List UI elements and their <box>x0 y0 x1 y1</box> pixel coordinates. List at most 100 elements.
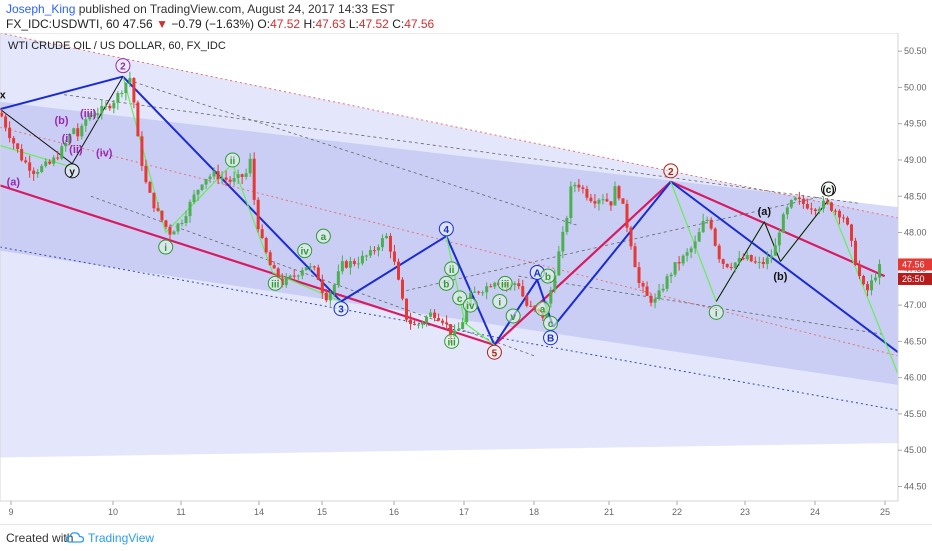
candle-body <box>870 280 874 291</box>
candle-body <box>136 102 140 137</box>
candle-body <box>340 261 344 272</box>
candle-body <box>637 267 641 284</box>
candle-body <box>485 286 489 293</box>
wave-label-circle <box>535 301 551 317</box>
price-chart[interactable]: x(a)(b)(iii)(iv)(i)(ii)y2iiiiiiiva34iibc… <box>0 33 932 524</box>
wave-label: (iii) <box>80 108 97 120</box>
tradingview-link[interactable]: TradingView <box>88 531 155 545</box>
candle-body <box>124 82 128 94</box>
candle-body <box>477 291 481 293</box>
candle-body <box>300 270 304 276</box>
wave-label-circle <box>821 181 837 197</box>
wave-label: iv <box>297 243 313 259</box>
candle-body <box>184 216 188 223</box>
green-subwave-line <box>464 322 495 346</box>
price-axis[interactable]: 50.5050.0049.5049.0048.5048.0047.5047.00… <box>898 46 932 491</box>
wave-label: (iv) <box>96 148 113 160</box>
candle-body <box>320 279 324 293</box>
wave-label-text: 3 <box>338 305 344 316</box>
candle-body <box>665 276 669 289</box>
candle-body <box>192 194 196 203</box>
candle-body <box>104 105 108 107</box>
wave-label-text: i <box>498 297 501 308</box>
blue-wave-line <box>670 180 899 354</box>
candle-body <box>513 283 517 286</box>
wave-label-circle <box>158 239 174 255</box>
candle-body <box>24 160 28 163</box>
candle-body <box>260 229 264 239</box>
wave-label-circle <box>297 243 313 259</box>
candle-body <box>733 262 737 268</box>
candle-body <box>805 203 809 209</box>
candle-body <box>549 290 553 304</box>
candle-body <box>272 265 276 269</box>
candle-body <box>589 197 593 202</box>
wave-label: x <box>0 90 7 102</box>
red-trend-line <box>0 184 495 347</box>
time-axis[interactable]: 9 10 11 14 15 16 17 18 21 22 23 24 25 <box>8 501 890 517</box>
y-tick-label: 46.50 <box>904 336 927 346</box>
y-tick-label: 45.50 <box>904 409 927 419</box>
candle-body <box>825 200 829 203</box>
wave-label: (b) <box>773 271 787 283</box>
wave-label-text: 5 <box>492 348 498 359</box>
candle-body <box>573 184 577 187</box>
y-tick-label: 49.00 <box>904 155 927 165</box>
candle-body <box>533 305 537 309</box>
candle-body <box>429 312 433 317</box>
wave-label-circle <box>543 330 559 346</box>
wave-label-text: (iv) <box>96 148 113 160</box>
wave-label-circle <box>505 308 521 324</box>
candle-body <box>862 276 866 285</box>
candle-body <box>793 197 797 201</box>
wave-label-text: iii <box>501 279 510 290</box>
candle-body <box>108 105 112 109</box>
candle-body <box>256 199 260 230</box>
blue-wave-line <box>0 75 124 111</box>
candle-body <box>409 319 413 324</box>
wave-label: b <box>438 275 454 291</box>
wave-label: (ii) <box>69 144 83 156</box>
wave-label: (a) <box>758 206 772 218</box>
candle-body <box>878 264 882 278</box>
candle-body <box>396 261 400 280</box>
wave-label-text: i <box>164 243 167 254</box>
candle-body <box>817 208 821 212</box>
wave-label-text: ii <box>230 156 236 167</box>
candle-body <box>376 247 380 251</box>
candle-body <box>421 322 425 325</box>
candle-body <box>697 232 701 242</box>
candle-body <box>196 189 200 195</box>
candle-body <box>525 296 529 306</box>
red-trend-line <box>670 180 886 278</box>
publish-info: Joseph_King published on TradingView.com… <box>6 2 395 16</box>
wave-label-text: a <box>321 232 327 243</box>
wave-label-text: 4 <box>444 225 450 236</box>
candle-body <box>348 261 352 268</box>
candle-body <box>8 127 12 139</box>
candle-body <box>4 116 8 128</box>
candlesticks <box>0 71 882 344</box>
wave-labels: x(a)(b)(iii)(iv)(i)(ii)y2iiiiiiiva34iibc… <box>0 58 837 360</box>
wave-label: c <box>452 290 468 306</box>
candle-body <box>841 217 845 219</box>
candle-body <box>392 251 396 262</box>
candle-body <box>453 330 457 338</box>
candle-body <box>200 184 204 190</box>
wave-label-text: b <box>443 279 449 290</box>
open-label: O: <box>257 17 271 31</box>
author-link[interactable]: Joseph_King <box>6 2 76 16</box>
candle-body <box>248 158 252 174</box>
candle-body <box>757 261 761 263</box>
wave-label-circle <box>663 163 679 179</box>
candle-body <box>701 220 705 233</box>
candle-body <box>148 182 152 193</box>
wave-label: iii <box>267 275 283 291</box>
x-tick-label: 22 <box>672 507 682 517</box>
wave-label: a <box>315 228 331 244</box>
x-tick-label: 21 <box>604 507 614 517</box>
x-tick-label: 16 <box>389 507 399 517</box>
candle-body <box>561 231 565 252</box>
countdown-marker <box>898 272 932 285</box>
wave-label-text: iv <box>466 301 475 312</box>
